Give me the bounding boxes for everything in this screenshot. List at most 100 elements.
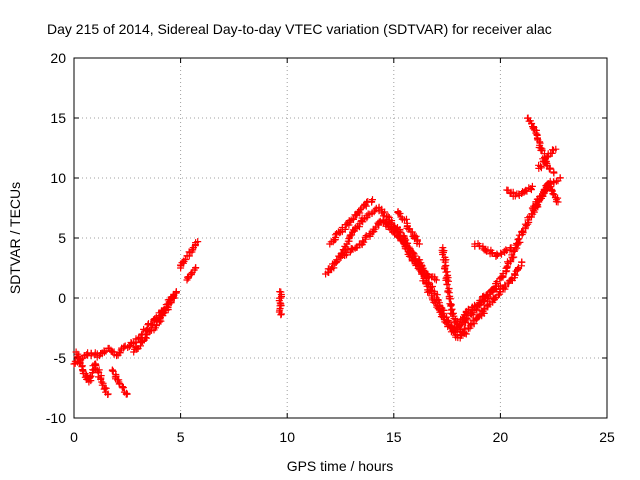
trace-point (548, 186, 556, 194)
trace-point (494, 291, 502, 299)
series-arc-a (70, 288, 180, 368)
data-points (70, 114, 564, 398)
trace-point (378, 207, 385, 215)
trace-point (532, 199, 540, 207)
x-tick-label: 0 (70, 429, 78, 445)
trace-point (363, 212, 371, 220)
trace-point (424, 279, 432, 287)
trace-point (93, 353, 101, 361)
trace-point (361, 233, 369, 241)
trace-point (447, 301, 455, 309)
trace-point (356, 209, 364, 217)
series-arc-p (454, 282, 504, 326)
trace-point (326, 266, 334, 274)
x-tick-label: 20 (493, 429, 509, 445)
trace-point (461, 329, 469, 337)
data-point (155, 318, 163, 326)
data-point (379, 216, 387, 224)
trace-point (352, 224, 359, 232)
series-arc-i (275, 288, 285, 319)
series-arc-g (177, 238, 202, 272)
trace-point (414, 237, 421, 245)
trace-point (514, 236, 522, 244)
trace-point (471, 303, 479, 310)
trace-point (484, 301, 492, 309)
trace-point (445, 277, 452, 285)
trace-point (541, 158, 549, 166)
plot-frame (73, 57, 608, 419)
y-tick-label: 10 (50, 170, 66, 186)
series-arc-c (91, 360, 112, 398)
trace-point (275, 297, 283, 305)
trace-point (527, 186, 535, 194)
series-arc-k (326, 196, 376, 248)
y-axis-label: SDTVAR / TECUs (7, 182, 23, 294)
trace-point (537, 164, 545, 172)
trace-point (110, 350, 118, 358)
trace-point (550, 169, 558, 177)
y-tick-label: 5 (58, 230, 66, 246)
trace-point (525, 218, 533, 226)
grid-lines (74, 58, 607, 418)
trace-point (119, 384, 127, 392)
trace-point (518, 258, 526, 266)
trace-point (381, 208, 389, 216)
trace-point (539, 191, 547, 199)
x-tick-label: 10 (279, 429, 295, 445)
trace-point (518, 228, 526, 236)
trace-point (546, 165, 553, 173)
trace-point (341, 242, 349, 250)
series-arc-m (379, 216, 526, 342)
trace-point (87, 372, 95, 380)
trace-point (497, 249, 505, 257)
trace-point (527, 185, 535, 192)
x-tick-label: 15 (386, 429, 402, 445)
trace-point (429, 283, 436, 290)
trace-point (384, 212, 392, 220)
trace-point (441, 313, 448, 321)
trace-point (469, 317, 477, 325)
series-arc-d (108, 366, 131, 398)
trace-point (368, 198, 376, 205)
trace-point (192, 239, 200, 247)
trace-point (122, 390, 130, 398)
trace-point (371, 206, 379, 214)
trace-point (529, 125, 537, 133)
trace-point (549, 190, 557, 198)
trace-point (458, 321, 466, 329)
y-tick-label: -10 (46, 410, 66, 426)
series-arc-s (524, 114, 558, 177)
series-arc-n (394, 208, 423, 248)
trace-point (192, 264, 200, 272)
trace-point (412, 255, 419, 263)
trace-point (552, 198, 560, 206)
trace-point (443, 280, 451, 288)
trace-point (495, 282, 503, 290)
trace-point (409, 249, 417, 257)
trace-point (139, 337, 147, 345)
trace-point (450, 315, 458, 323)
series-arc-h (183, 264, 200, 284)
series-arc-f (155, 288, 180, 326)
trace-point (431, 275, 439, 283)
trace-point (452, 333, 460, 341)
data-point (432, 276, 440, 284)
series-arc-t (535, 145, 560, 172)
trace-point (489, 249, 496, 257)
series-arc-q (471, 240, 515, 260)
trace-point (277, 310, 285, 318)
chart-title: Day 215 of 2014, Sidereal Day-to-day VTE… (47, 21, 552, 37)
trace-point (511, 271, 519, 279)
y-tick-label: -5 (54, 350, 67, 366)
x-axis-label: GPS time / hours (287, 458, 394, 474)
trace-point (546, 164, 554, 172)
trace-point (396, 210, 404, 217)
trace-point (330, 264, 338, 272)
trace-point (460, 329, 468, 337)
series-arc-u (528, 180, 562, 212)
series-arc-j (322, 174, 564, 336)
trace-point (482, 291, 490, 299)
trace-point (537, 162, 545, 170)
trace-point (509, 192, 517, 200)
